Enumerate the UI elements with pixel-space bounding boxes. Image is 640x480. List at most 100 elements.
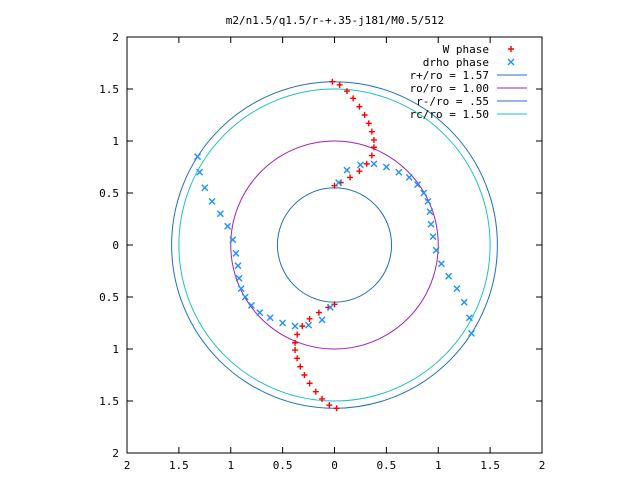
drho-phase-point [432, 246, 440, 254]
drho-phase-point [194, 153, 202, 161]
drho-phase-point [305, 321, 313, 329]
drho-phase-point [201, 184, 209, 192]
w-phase-point [368, 128, 375, 135]
y-tick-label: 2 [112, 31, 119, 44]
x-tick-label: 1.5 [480, 459, 500, 472]
drho-phase-point [241, 293, 249, 301]
drho-phase-point [232, 249, 240, 257]
drho-phase-point [437, 260, 445, 268]
drho-phase-point [382, 163, 390, 171]
drho-phase-point [453, 285, 461, 293]
drho-phase-point [318, 316, 326, 324]
drho-phase-point [426, 208, 434, 216]
w-phase-point [301, 372, 308, 378]
drho-phase-point [465, 314, 473, 322]
drho-phase-point [326, 303, 334, 311]
w-phase-point [350, 95, 357, 102]
circle-r- [276, 187, 393, 303]
w-phase-point [292, 339, 299, 346]
drho-phase-point [335, 179, 343, 187]
w-phase-point [315, 309, 322, 316]
x-tick-label: 2 [539, 459, 546, 472]
w-phase-point [292, 347, 299, 354]
drho-phase-point [279, 319, 287, 327]
series-circles [171, 81, 498, 409]
drho-phase-point [237, 285, 245, 293]
y-tick-label: 2 [112, 447, 119, 460]
y-tick-label: 0.5 [99, 187, 119, 200]
legend-label: drho phase [423, 56, 489, 69]
drho-phase-point [266, 314, 274, 322]
w-phase-point [294, 331, 301, 338]
drho-phase-point [229, 236, 237, 244]
w-phase-point [333, 405, 340, 412]
x-tick-label: 1 [227, 459, 234, 472]
drho-phase-point [196, 168, 204, 176]
legend-label: ro/ro = 1.00 [410, 82, 489, 95]
drho-phase-point [208, 197, 216, 205]
chart-title: m2/n1.5/q1.5/r-+.35-j181/M0.5/512 [226, 14, 445, 27]
drho-phase-point [291, 322, 299, 330]
w-phase-point [306, 380, 313, 387]
x-tick-label: 0.5 [376, 459, 396, 472]
drho-phase-point [248, 301, 255, 309]
x-tick-label: 1.5 [169, 459, 189, 472]
drho-phase-point [424, 197, 432, 205]
w-phase-point [336, 81, 343, 88]
drho-phase-point [256, 309, 264, 317]
legend-marker [508, 46, 514, 52]
circle-r+ [171, 81, 498, 409]
w-phase-point [319, 395, 326, 402]
y-tick-label: 1 [112, 135, 119, 148]
w-phase-point [306, 315, 313, 322]
y-tick-label: 1 [112, 343, 119, 356]
series-points [194, 78, 475, 412]
legend-marker [507, 58, 515, 66]
drho-phase-point [343, 166, 351, 174]
w-phase-point [368, 152, 375, 159]
w-phase-point [329, 78, 336, 85]
w-phase-point [363, 160, 370, 167]
x-tick-label: 0 [331, 459, 338, 472]
drho-phase-point [460, 298, 468, 306]
y-tick-label: 0.5 [99, 291, 119, 304]
w-phase-point [294, 355, 301, 362]
drho-phase-point [445, 272, 453, 280]
legend-label: r+/ro = 1.57 [410, 69, 489, 82]
w-phase-point [343, 88, 350, 95]
w-phase-point [299, 323, 306, 330]
drho-phase-point [234, 262, 242, 270]
w-phase-point [356, 168, 363, 175]
circle-rc [178, 88, 491, 402]
w-phase-point [312, 388, 319, 395]
x-tick-label: 0.5 [273, 459, 293, 472]
y-tick-label: 0 [112, 239, 119, 252]
drho-phase-point [235, 274, 243, 282]
w-phase-point [361, 112, 368, 118]
w-phase-point [297, 363, 304, 370]
drho-phase-point [216, 210, 224, 218]
drho-phase-point [467, 329, 475, 337]
drho-phase-point [429, 233, 437, 241]
legend-label: r-/ro = .55 [416, 95, 489, 108]
drho-phase-point [224, 222, 232, 230]
y-tick-label: 1.5 [99, 83, 119, 96]
x-tick-label: 2 [124, 459, 131, 472]
w-phase-point [347, 174, 354, 181]
circle-ro [230, 140, 439, 350]
w-phase-point [365, 120, 372, 127]
drho-phase-point [370, 160, 378, 168]
w-phase-point [326, 402, 333, 409]
drho-phase-point [414, 181, 421, 189]
legend-label: W phase [443, 43, 489, 56]
w-phase-point [370, 144, 377, 151]
w-phase-point [356, 103, 363, 110]
legend-label: rc/ro = 1.50 [410, 108, 489, 121]
drho-phase-point [395, 168, 403, 176]
axes: 2 1.5 1 0.5 0 0.5 1 1.5 221.510.500.511.52 [99, 31, 545, 472]
drho-phase-point [356, 161, 364, 169]
drho-phase-point [420, 189, 428, 197]
y-tick-label: 1.5 [99, 395, 119, 408]
